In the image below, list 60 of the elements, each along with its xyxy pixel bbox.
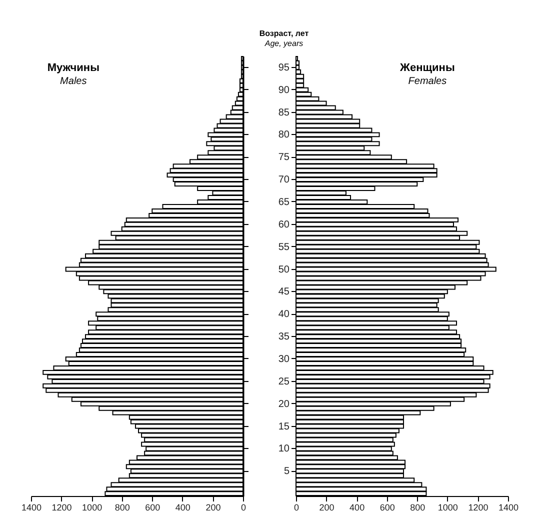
bar: [296, 424, 404, 429]
bar: [296, 258, 488, 263]
y-tick-label: 45: [278, 286, 290, 298]
x-tick-label: 800: [114, 502, 130, 512]
bar: [296, 374, 490, 380]
x-tick-label: 1400: [21, 502, 42, 512]
y-tick-label: 20: [278, 398, 290, 410]
text: Мужчины: [47, 62, 100, 74]
text: Females: [408, 76, 447, 87]
bar: [296, 253, 486, 258]
y-tick-label: 85: [278, 107, 290, 118]
bar: [296, 240, 480, 245]
y-tick-label: 80: [278, 130, 290, 141]
bar: [296, 446, 392, 452]
bar: [296, 244, 477, 250]
y-axis-title: Возраст, лет Age, years: [259, 29, 309, 48]
bar: [296, 78, 304, 84]
y-tick-label: 65: [278, 196, 290, 208]
bar: [296, 87, 309, 92]
y-tick-label: 75: [278, 152, 290, 164]
text: Женщины: [399, 62, 455, 74]
bar: [296, 74, 304, 79]
bar: [296, 217, 459, 222]
bar: [296, 437, 394, 442]
bar: [296, 266, 496, 272]
y-tick-label: 70: [278, 174, 290, 186]
y-tick-label: 5: [284, 466, 290, 478]
y-tick-label: 25: [278, 376, 290, 388]
x-tick-label: 600: [145, 502, 160, 512]
x-tick-label: 200: [319, 502, 334, 512]
bar: [296, 69, 302, 74]
y-tick-label: 30: [278, 354, 290, 365]
x-tick-label: 1000: [82, 502, 102, 512]
y-tick-label: 40: [278, 309, 290, 320]
x-tick-label: 400: [350, 502, 365, 512]
x-tick-label: 1000: [438, 502, 458, 512]
text: Males: [60, 76, 87, 87]
bar: [296, 82, 304, 88]
bar: [296, 60, 300, 66]
x-tick-label: 600: [380, 502, 395, 512]
x-tick-label: 200: [206, 502, 221, 512]
y-tick-label: 15: [278, 421, 290, 432]
y-tick-label: 95: [278, 62, 290, 74]
bar: [296, 64, 300, 70]
y-tick-label: 10: [278, 444, 290, 455]
bar: [296, 230, 468, 236]
y-tick-label: 35: [278, 332, 290, 343]
y-tick-label: 90: [278, 84, 290, 96]
y-tick-label: 55: [278, 242, 290, 253]
y-tick-label: 50: [278, 264, 290, 276]
x-tick-label: 400: [175, 502, 190, 512]
x-tick-label: 1200: [52, 502, 72, 512]
y-tick-label: 60: [278, 219, 290, 230]
x-tick-label: 1400: [498, 502, 519, 512]
x-tick-label: 0: [294, 502, 300, 512]
bar: [296, 432, 396, 438]
bar: [296, 208, 428, 214]
x-tick-label: 1200: [468, 502, 488, 512]
x-tick-label: 800: [410, 502, 426, 512]
x-tick-label: 0: [240, 502, 246, 512]
